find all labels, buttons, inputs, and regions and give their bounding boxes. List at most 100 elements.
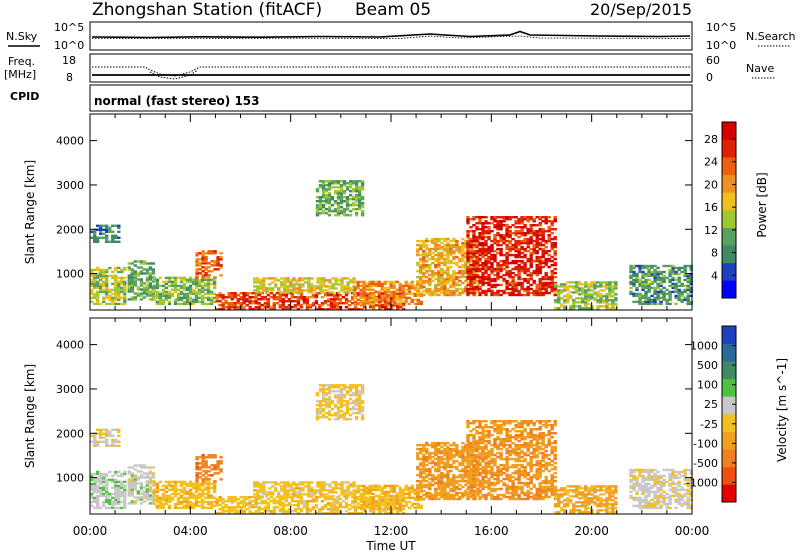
- heatmap-cell: [505, 259, 509, 263]
- heatmap-cell: [182, 480, 187, 484]
- heatmap-cell: [345, 214, 350, 217]
- heatmap-cell: [93, 284, 97, 288]
- heatmap-cell: [371, 510, 376, 513]
- heatmap-cell: [200, 494, 205, 498]
- heatmap-cell: [656, 266, 660, 270]
- heatmap-cell: [319, 491, 323, 494]
- heatmap-cell: [315, 416, 320, 419]
- heatmap-cell: [90, 282, 94, 286]
- heatmap-cell: [452, 479, 456, 483]
- heatmap-cell: [336, 390, 341, 393]
- heatmap-cell: [653, 286, 657, 290]
- heatmap-cell: [374, 282, 378, 286]
- heatmap-cell: [650, 280, 654, 284]
- heatmap-cell: [127, 472, 131, 475]
- heatmap-cell: [201, 458, 205, 461]
- heatmap-cell: [332, 506, 337, 509]
- heatmap-cell: [262, 487, 266, 490]
- heatmap-cell: [287, 300, 292, 303]
- heatmap-cell: [96, 502, 100, 506]
- heatmap-cell: [213, 260, 217, 263]
- heatmap-cell: [188, 494, 193, 498]
- heatmap-cell: [360, 386, 365, 389]
- heatmap-cell: [541, 220, 545, 223]
- heatmap-cell: [490, 245, 494, 249]
- heatmap-cell: [455, 453, 459, 457]
- heatmap-cell: [96, 504, 100, 508]
- heatmap-cell: [133, 292, 137, 295]
- heatmap-cell: [475, 275, 479, 279]
- heatmap-cell: [262, 283, 266, 286]
- heatmap-cell: [523, 226, 527, 229]
- heatmap-cell: [292, 291, 296, 294]
- heatmap-cell: [365, 292, 369, 296]
- heatmap-cell: [204, 256, 208, 259]
- heatmap-cell: [563, 295, 567, 298]
- heatmap-cell: [317, 510, 322, 513]
- heatmap-cell: [431, 443, 435, 447]
- heatmap-cell: [350, 512, 355, 515]
- heatmap-cell: [686, 288, 690, 292]
- heatmap-cell: [371, 300, 375, 304]
- heatmap-cell: [227, 294, 231, 297]
- heatmap-cell: [330, 204, 335, 207]
- heatmap-cell: [259, 489, 263, 492]
- heatmap-cell: [340, 283, 344, 286]
- heatmap-cell: [590, 293, 594, 296]
- heatmap-cell: [102, 492, 106, 496]
- heatmap-cell: [431, 445, 435, 449]
- heatmap-cell: [353, 294, 357, 298]
- heatmap-cell: [216, 472, 220, 475]
- heatmap-cell: [662, 278, 666, 282]
- heatmap-cell: [449, 489, 453, 493]
- heatmap-cell: [173, 482, 178, 486]
- heatmap-cell: [139, 260, 144, 263]
- heatmap-cell: [526, 241, 530, 245]
- heatmap-cell: [248, 302, 252, 305]
- heatmap-cell: [541, 253, 545, 257]
- heatmap-cell: [359, 288, 363, 292]
- heatmap-cell: [123, 282, 127, 286]
- heatmap-cell: [296, 500, 301, 503]
- heatmap-cell: [362, 508, 367, 511]
- heatmap-cell: [523, 218, 527, 221]
- heatmap-cell: [96, 484, 100, 488]
- heatmap-cell: [469, 243, 473, 247]
- heatmap-cell: [215, 296, 219, 299]
- heatmap-cell: [224, 300, 228, 303]
- heatmap-cell: [452, 453, 456, 457]
- heatmap-cell: [117, 486, 121, 490]
- heatmap-cell: [428, 281, 432, 285]
- heatmap-cell: [133, 270, 137, 273]
- heatmap-cell: [425, 263, 429, 267]
- heatmap-cell: [452, 493, 456, 497]
- heatmap-cell: [635, 264, 639, 268]
- heatmap-cell: [328, 485, 332, 488]
- heatmap-cell: [201, 254, 205, 257]
- heatmap-cell: [359, 302, 363, 306]
- heatmap-cell: [446, 247, 450, 251]
- heatmap-cell: [544, 222, 548, 225]
- heatmap-cell: [151, 500, 156, 503]
- heatmap-cell: [93, 302, 97, 306]
- heatmap-cell: [210, 468, 214, 471]
- heatmap-cell: [197, 488, 202, 492]
- heatmap-cell: [105, 440, 109, 443]
- heatmap-cell: [318, 184, 323, 187]
- heatmap-cell: [680, 300, 684, 304]
- heatmap-cell: [194, 482, 199, 486]
- heatmap-cell: [152, 502, 157, 506]
- heatmap-cell: [538, 243, 542, 247]
- heatmap-cell: [470, 265, 474, 269]
- heatmap-cell: [212, 488, 217, 492]
- heatmap-cell: [384, 292, 388, 295]
- heatmap-cell: [123, 502, 127, 506]
- heatmap-cell: [532, 291, 536, 295]
- heatmap-cell: [349, 483, 353, 486]
- heatmap-cell: [227, 496, 231, 499]
- heatmap-cell: [538, 293, 542, 297]
- heatmap-cell: [599, 285, 603, 288]
- heatmap-cell: [298, 289, 302, 292]
- heatmap-cell: [354, 398, 359, 401]
- heatmap-cell: [314, 500, 319, 503]
